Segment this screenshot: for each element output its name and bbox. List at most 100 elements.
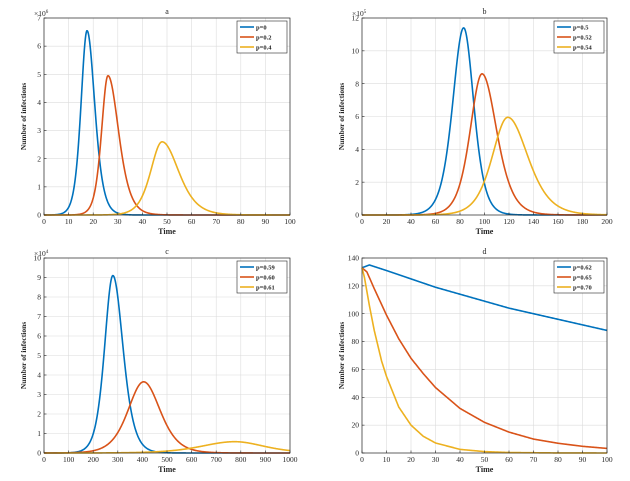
x-tick-label: 120 — [503, 217, 515, 226]
legend-entry: p=0.4 — [256, 44, 272, 51]
y-tick-label: 10 — [352, 46, 360, 55]
axis-multiplier: ×104 — [34, 249, 49, 258]
x-tick-label: 0 — [42, 217, 46, 226]
chart-title: a — [165, 7, 169, 16]
x-tick-label: 0 — [360, 455, 364, 464]
y-tick-label: 2 — [37, 154, 41, 163]
y-tick-label: 6 — [355, 112, 359, 121]
y-axis-label: Number of infections — [337, 322, 346, 389]
x-tick-label: 600 — [186, 455, 198, 464]
chart-title: b — [483, 7, 487, 16]
y-tick-label: 9 — [37, 273, 41, 282]
y-tick-label: 0 — [37, 211, 41, 220]
y-tick-label: 7 — [37, 14, 41, 23]
legend-entry: p=0.5 — [573, 24, 589, 31]
x-tick-label: 500 — [161, 455, 173, 464]
x-tick-label: 140 — [528, 217, 540, 226]
x-tick-label: 1000 — [283, 455, 298, 464]
chart-title: d — [483, 247, 487, 256]
multiplier-exponent: 6 — [46, 10, 49, 15]
x-tick-label: 100 — [63, 455, 75, 464]
axis-multiplier: ×105 — [352, 9, 367, 18]
y-tick-label: 80 — [352, 337, 360, 346]
y-tick-label: 100 — [348, 309, 360, 318]
x-tick-label: 10 — [383, 455, 391, 464]
x-tick-label: 90 — [579, 455, 587, 464]
multiplier-base: ×10 — [352, 9, 364, 18]
x-tick-label: 200 — [601, 217, 613, 226]
x-tick-label: 80 — [456, 217, 464, 226]
x-tick-label: 160 — [552, 217, 564, 226]
x-tick-label: 40 — [407, 217, 415, 226]
y-tick-label: 8 — [355, 79, 359, 88]
legend-entry: p=0.59 — [256, 264, 275, 271]
x-axis-label: Time — [158, 227, 176, 236]
y-tick-label: 0 — [355, 211, 359, 220]
x-tick-label: 50 — [163, 217, 171, 226]
y-tick-label: 1 — [37, 429, 41, 438]
x-tick-label: 90 — [262, 217, 270, 226]
x-tick-label: 80 — [554, 455, 562, 464]
x-tick-label: 0 — [42, 455, 46, 464]
chart-panel-b: 0 20 40 60 80 100 120 140 160 180 200 0 2 4 6 8 10 12 b Tim… — [337, 7, 613, 236]
y-tick-label: 3 — [37, 390, 41, 399]
legend: p=0.59 p=0.60 p=0.61 — [236, 260, 288, 294]
y-tick-label: 120 — [348, 281, 360, 290]
y-tick-label: 4 — [37, 98, 41, 107]
y-tick-label: 4 — [37, 371, 41, 380]
legend-entry: p=0 — [256, 24, 267, 31]
legend-entry: p=0.2 — [256, 34, 271, 41]
y-tick-label: 20 — [352, 421, 360, 430]
y-tick-label: 2 — [355, 178, 359, 187]
x-tick-label: 80 — [237, 217, 245, 226]
legend-entry: p=0.61 — [256, 284, 275, 291]
chart-panel-c: 0 100 200 300 400 500 600 700 800 900 1000 0 1 2 3 4 5 6 7… — [19, 247, 298, 474]
x-tick-label: 300 — [112, 455, 124, 464]
x-axis-label: Time — [476, 227, 494, 236]
x-tick-label: 100 — [601, 455, 613, 464]
legend-entry: p=0.52 — [573, 34, 592, 41]
y-tick-label: 0 — [355, 449, 359, 458]
x-tick-label: 0 — [360, 217, 364, 226]
legend-entry: p=0.62 — [573, 264, 592, 271]
x-tick-label: 30 — [432, 455, 440, 464]
x-tick-label: 30 — [114, 217, 122, 226]
chart-panel-d: 0 10 20 30 40 50 60 70 80 90 100 0 20 40 60 80 100 120 140… — [337, 247, 613, 474]
x-tick-label: 200 — [88, 455, 100, 464]
legend: p=0 p=0.2 p=0.4 — [236, 20, 288, 54]
y-tick-label: 7 — [37, 312, 41, 321]
x-tick-label: 40 — [139, 217, 147, 226]
x-tick-label: 400 — [137, 455, 149, 464]
x-tick-label: 50 — [481, 455, 489, 464]
y-tick-label: 4 — [355, 145, 359, 154]
multiplier-base: ×10 — [34, 249, 46, 258]
x-tick-label: 700 — [211, 455, 223, 464]
multiplier-exponent: 5 — [364, 10, 367, 15]
x-tick-label: 100 — [284, 217, 296, 226]
x-tick-label: 100 — [479, 217, 491, 226]
legend: p=0.5 p=0.52 p=0.54 — [553, 20, 605, 54]
y-tick-label: 140 — [348, 254, 360, 263]
y-tick-label: 6 — [37, 42, 41, 51]
x-tick-label: 800 — [235, 455, 247, 464]
x-tick-label: 20 — [383, 217, 391, 226]
y-axis-label: Number of infections — [19, 322, 28, 389]
legend-entry: p=0.54 — [573, 44, 592, 51]
x-tick-label: 900 — [260, 455, 272, 464]
x-tick-label: 60 — [188, 217, 196, 226]
axis-multiplier: ×106 — [34, 9, 49, 18]
y-tick-label: 5 — [37, 70, 41, 79]
legend-entry: p=0.60 — [256, 274, 275, 281]
x-tick-label: 60 — [505, 455, 513, 464]
series-line-p=0.62 — [361, 264, 608, 332]
x-tick-label: 70 — [530, 455, 538, 464]
x-tick-label: 180 — [577, 217, 589, 226]
y-tick-label: 8 — [37, 293, 41, 302]
legend: p=0.62 p=0.65 p=0.70 — [553, 260, 605, 294]
x-tick-label: 60 — [432, 217, 440, 226]
x-tick-label: 10 — [65, 217, 73, 226]
y-tick-label: 0 — [37, 449, 41, 458]
x-axis-label: Time — [476, 465, 494, 474]
legend-entry: p=0.70 — [573, 284, 592, 291]
